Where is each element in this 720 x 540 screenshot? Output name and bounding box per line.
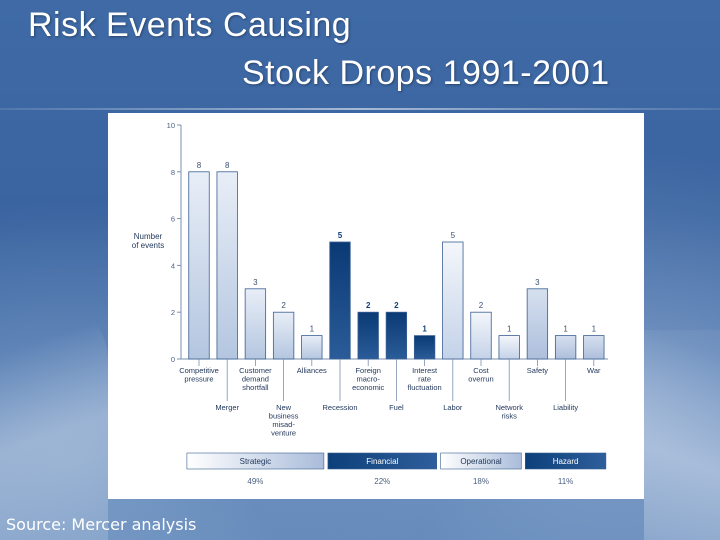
- bar-value-label: 1: [592, 325, 597, 334]
- bar-merger: [216, 171, 238, 360]
- bar-liability: [554, 335, 577, 360]
- x-category-label: demand: [242, 375, 269, 384]
- y-tick-label: 2: [171, 308, 175, 317]
- x-category-label: Alliances: [297, 366, 327, 375]
- x-category-label: risks: [501, 412, 517, 421]
- bar-customer-demand-shortfall: [244, 288, 267, 360]
- bar-value-label: 2: [281, 301, 286, 310]
- y-tick-label: 4: [171, 261, 175, 270]
- x-category-label: Foreign: [355, 366, 380, 375]
- bar-value-label: 2: [366, 301, 371, 310]
- group-name-operational: Operational: [460, 457, 502, 466]
- background-photo-right: [644, 330, 720, 540]
- y-tick-label: 10: [167, 121, 175, 130]
- x-category-label: Fuel: [389, 403, 404, 412]
- slide-title-line2: Stock Drops 1991-2001: [242, 54, 610, 92]
- group-share-strategic: 49%: [247, 477, 263, 486]
- bar-recession: [329, 241, 351, 360]
- background-photo-left: [0, 300, 108, 540]
- group-name-financial: Financial: [366, 457, 398, 466]
- bar-labor: [442, 241, 464, 360]
- x-category-label: Competitive: [179, 366, 219, 375]
- bar-value-label: 1: [507, 325, 512, 334]
- x-category-label: Labor: [443, 403, 463, 412]
- x-category-label: venture: [271, 429, 296, 438]
- bar-value-label: 1: [563, 325, 568, 334]
- x-category-label: pressure: [184, 375, 213, 384]
- bar-new-business-misadventure: [272, 311, 295, 360]
- bar-value-label: 2: [394, 301, 399, 310]
- bar-alliances: [301, 335, 323, 360]
- bar-value-label: 1: [310, 325, 315, 334]
- bar-interest-rate-fluctuation: [413, 335, 436, 360]
- x-category-label: War: [587, 366, 601, 375]
- bar-network-risks: [498, 335, 520, 360]
- slide-title-line1: Risk Events Causing: [28, 6, 352, 44]
- y-axis-label: Number: [134, 232, 163, 241]
- x-category-label: economic: [352, 383, 384, 392]
- x-category-label: Recession: [322, 403, 357, 412]
- x-category-label: rate: [418, 375, 431, 384]
- y-axis-label: of events: [132, 241, 164, 250]
- x-category-label: shortfall: [242, 383, 269, 392]
- bar-value-label: 1: [422, 325, 427, 334]
- x-category-label: fluctuation: [407, 383, 441, 392]
- group-name-strategic: Strategic: [240, 457, 272, 466]
- x-category-label: New: [276, 403, 292, 412]
- x-category-label: Liability: [553, 403, 578, 412]
- bar-fuel: [385, 311, 408, 360]
- group-share-financial: 22%: [374, 477, 390, 486]
- x-category-label: Customer: [239, 366, 272, 375]
- group-box-strategic: [186, 452, 325, 470]
- group-share-operational: 18%: [473, 477, 489, 486]
- x-category-label: overrun: [468, 375, 493, 384]
- x-category-label: Interest: [412, 366, 438, 375]
- chart-panel: 0 2 4 6 8 10 Number of events 8 8 3 2 1 5 2 2 1 5 2 1 3 1 1 Com…: [108, 113, 644, 499]
- bar-value-label: 3: [253, 278, 258, 287]
- x-category-label: macro-: [357, 375, 381, 384]
- y-tick-label: 6: [171, 215, 175, 224]
- x-category-label: Safety: [527, 366, 549, 375]
- y-tick-label: 0: [171, 355, 175, 364]
- x-category-label: business: [269, 412, 299, 421]
- title-divider: [0, 108, 720, 110]
- x-category-label: Cost: [473, 366, 489, 375]
- bar-war: [583, 335, 605, 360]
- group-name-hazard: Hazard: [553, 457, 579, 466]
- bar-value-label: 5: [451, 231, 456, 240]
- x-category-label: misad-: [272, 420, 295, 429]
- y-tick-label: 8: [171, 168, 175, 177]
- bar-safety: [526, 288, 549, 360]
- bar-competitive-pressure: [188, 171, 210, 360]
- group-share-hazard: 11%: [558, 477, 573, 486]
- bar-cost-overrun: [470, 311, 492, 360]
- source-note: Source: Mercer analysis: [6, 515, 197, 534]
- bar-value-label: 3: [535, 278, 540, 287]
- bar-value-label: 2: [479, 301, 484, 310]
- x-category-label: Network: [495, 403, 523, 412]
- bar-foreign-macro-economic: [357, 311, 379, 360]
- bar-value-label: 5: [338, 231, 343, 240]
- group-box-operational: [440, 452, 522, 470]
- group-box-financial: [327, 452, 437, 470]
- bar-value-label: 8: [225, 161, 230, 170]
- x-category-label: Merger: [215, 403, 239, 412]
- group-box-hazard: [524, 452, 607, 470]
- bar-value-label: 8: [197, 161, 202, 170]
